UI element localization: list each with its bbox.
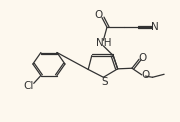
- Text: NH: NH: [96, 38, 111, 48]
- Text: O: O: [95, 10, 103, 20]
- Text: O: O: [141, 71, 149, 81]
- Text: S: S: [101, 76, 108, 86]
- Text: N: N: [151, 22, 159, 32]
- Text: O: O: [138, 53, 147, 63]
- Text: Cl: Cl: [24, 81, 34, 91]
